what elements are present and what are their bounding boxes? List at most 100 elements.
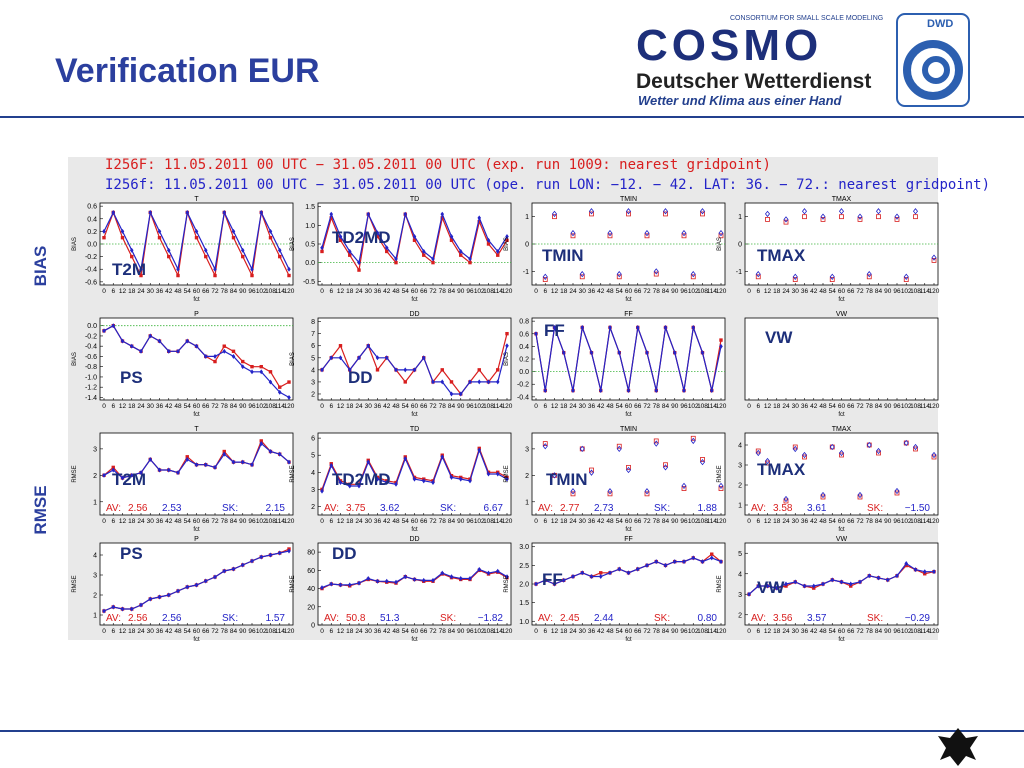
y-tick-label: 1.0 [519, 619, 529, 626]
x-tick-label: 96 [466, 628, 474, 635]
y-tick-label: 40 [307, 586, 315, 593]
rmse-label: RMSE [31, 485, 50, 534]
x-axis-label: fct [838, 297, 845, 303]
eagle-emblem [938, 728, 978, 766]
point [329, 211, 334, 217]
point [894, 213, 900, 220]
point [570, 488, 576, 495]
av-text: AV: [751, 503, 766, 514]
y-tick-label: 0.0 [87, 242, 97, 249]
x-axis-label: fct [193, 637, 200, 643]
x-tick-label: 12 [337, 288, 345, 295]
point [672, 559, 677, 565]
point [431, 260, 435, 265]
x-tick-label: 0 [102, 628, 106, 635]
y-tick-label: 4 [311, 367, 315, 374]
sk-text: SK: [867, 503, 883, 514]
x-tick-label: 54 [829, 628, 837, 635]
x-tick-label: 102 [901, 288, 912, 295]
point [384, 355, 389, 361]
panel-title: P [194, 311, 199, 318]
point [700, 559, 705, 565]
point [278, 254, 282, 259]
point [347, 367, 352, 373]
point [222, 344, 226, 348]
y-tick-label: 3 [738, 592, 742, 599]
y-tick-label: -0.6 [85, 279, 97, 286]
av-ope: 2.73 [594, 503, 614, 514]
y-tick-label: 0.5 [305, 242, 315, 249]
x-tick-label: 42 [810, 403, 818, 410]
x-tick-label: 30 [792, 403, 800, 410]
x-tick-label: 36 [588, 403, 596, 410]
av-exp: 50.8 [346, 613, 366, 624]
dwd-name: Deutscher Wetterdienst [636, 70, 871, 93]
x-tick-label: 60 [625, 518, 633, 525]
y-tick-label: 2 [93, 593, 97, 600]
x-axis-label: fct [193, 297, 200, 303]
y-axis-label: BIAS [72, 352, 78, 366]
point [792, 445, 798, 453]
point [802, 583, 807, 589]
x-tick-label: 114 [707, 403, 718, 410]
point [792, 277, 798, 282]
x-tick-label: 72 [211, 518, 219, 525]
point [250, 364, 254, 369]
point [589, 211, 594, 217]
x-tick-label: 114 [920, 403, 931, 410]
av-exp: 2.56 [128, 613, 148, 624]
panel-title: T [194, 426, 199, 433]
x-tick-label: 36 [156, 628, 164, 635]
x-tick-label: 24 [137, 628, 145, 635]
y-axis-label: RMSE [504, 575, 510, 592]
x-tick-label: 66 [847, 403, 855, 410]
point [440, 211, 445, 217]
x-tick-label: 102 [256, 628, 267, 635]
x-tick-label: 6 [756, 403, 760, 410]
point [384, 480, 389, 486]
y-tick-label: 0.0 [87, 323, 97, 330]
panel [99, 317, 294, 401]
point [756, 583, 761, 589]
y-tick-label: 2 [738, 612, 742, 619]
x-tick-label: 90 [457, 628, 465, 635]
point [718, 233, 724, 239]
x-tick-label: 108 [910, 288, 921, 295]
point [588, 208, 595, 215]
x-tick-label: 48 [174, 518, 182, 525]
point [357, 268, 361, 272]
x-tick-label: 96 [248, 403, 256, 410]
y-tick-label: 5 [311, 453, 315, 460]
x-tick-label: 84 [662, 518, 670, 525]
sk-value: 2.15 [266, 503, 286, 514]
point [486, 379, 491, 385]
point [903, 439, 909, 447]
y-tick-label: 3 [93, 446, 97, 453]
x-tick-label: 60 [838, 518, 846, 525]
point [102, 608, 106, 614]
x-tick-label: 108 [697, 518, 708, 525]
x-axis-label: fct [411, 637, 418, 643]
point [625, 466, 632, 474]
y-tick-label: -0.8 [85, 364, 97, 371]
point [801, 451, 808, 459]
point [231, 459, 236, 465]
y-tick-label: 4 [311, 470, 315, 477]
y-axis-label: RMSE [717, 465, 723, 482]
x-axis-label: fct [411, 412, 418, 418]
x-tick-label: 66 [634, 628, 642, 635]
panel-title: P [194, 536, 199, 543]
y-tick-label: 1 [93, 613, 97, 620]
x-tick-label: 60 [411, 628, 419, 635]
x-tick-label: 18 [346, 403, 354, 410]
point [570, 229, 576, 237]
point [690, 437, 696, 445]
point [495, 248, 500, 254]
x-tick-label: 102 [474, 288, 485, 295]
x-tick-label: 18 [560, 403, 568, 410]
point [222, 348, 227, 354]
x-tick-label: 42 [165, 403, 173, 410]
x-tick-label: 42 [597, 288, 605, 295]
x-tick-label: 30 [147, 403, 155, 410]
point [157, 338, 162, 344]
